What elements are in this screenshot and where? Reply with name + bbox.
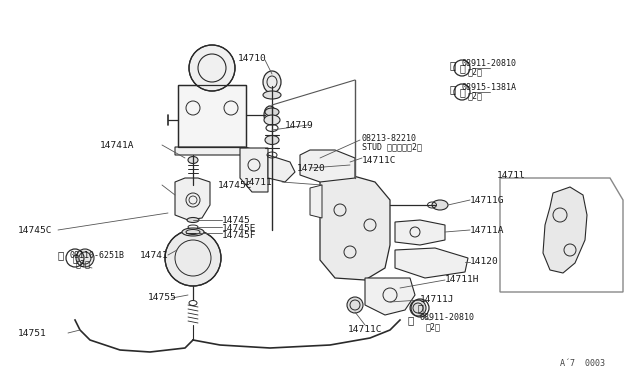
Circle shape <box>76 249 94 267</box>
Text: 14120: 14120 <box>470 257 499 266</box>
Text: Ⓦ: Ⓦ <box>459 87 465 97</box>
Text: 1471l: 1471l <box>497 170 525 180</box>
Text: 14711H: 14711H <box>445 276 479 285</box>
Polygon shape <box>175 178 210 220</box>
Text: STUD スタッド（2）: STUD スタッド（2） <box>362 142 422 151</box>
Polygon shape <box>268 155 295 182</box>
Text: 14720: 14720 <box>297 164 326 173</box>
Text: 14711A: 14711A <box>470 225 504 234</box>
Ellipse shape <box>182 228 204 236</box>
Ellipse shape <box>265 108 279 116</box>
Text: 14745C: 14745C <box>218 180 253 189</box>
Text: Ⓑ: Ⓑ <box>58 250 64 260</box>
Text: （3）: （3） <box>76 260 91 269</box>
Circle shape <box>189 45 235 91</box>
Text: 14711C: 14711C <box>362 155 397 164</box>
Text: 14745E: 14745E <box>222 224 257 232</box>
Text: 14711C: 14711C <box>348 326 383 334</box>
Ellipse shape <box>263 91 281 99</box>
Polygon shape <box>240 148 268 192</box>
Text: Ⓝ: Ⓝ <box>449 60 455 70</box>
Text: （2）: （2） <box>426 323 441 331</box>
Text: Ⓝ: Ⓝ <box>407 315 413 325</box>
Text: 14711: 14711 <box>244 177 273 186</box>
Polygon shape <box>300 150 355 182</box>
Text: 14745C: 14745C <box>18 225 52 234</box>
Ellipse shape <box>432 200 448 210</box>
Polygon shape <box>395 248 468 278</box>
Ellipse shape <box>265 135 279 144</box>
Polygon shape <box>395 220 445 245</box>
Text: （2）: （2） <box>468 92 483 100</box>
Ellipse shape <box>264 115 280 125</box>
Bar <box>178 85 246 147</box>
Text: 14710: 14710 <box>238 54 267 62</box>
Text: 08110-6251B: 08110-6251B <box>70 250 125 260</box>
Text: 08911-20810: 08911-20810 <box>420 314 475 323</box>
Ellipse shape <box>188 157 198 164</box>
Text: 14755: 14755 <box>148 294 177 302</box>
Text: 08915-1381A: 08915-1381A <box>461 83 516 92</box>
Polygon shape <box>320 175 390 280</box>
Polygon shape <box>543 187 587 273</box>
Text: 14741A: 14741A <box>100 141 134 150</box>
Text: A´7  0003: A´7 0003 <box>560 359 605 368</box>
Text: 14741: 14741 <box>140 250 169 260</box>
Ellipse shape <box>263 71 281 93</box>
Text: （2）: （2） <box>468 67 483 77</box>
Text: Ⓦ: Ⓦ <box>449 84 455 94</box>
Ellipse shape <box>187 218 199 222</box>
Circle shape <box>165 230 221 286</box>
Text: 14751: 14751 <box>18 328 47 337</box>
Circle shape <box>347 297 363 313</box>
Text: 14719: 14719 <box>285 121 314 129</box>
Text: Ⓝ: Ⓝ <box>459 63 465 73</box>
Text: 08911-20810: 08911-20810 <box>461 58 516 67</box>
Text: Ⓝ: Ⓝ <box>417 303 423 313</box>
Circle shape <box>410 300 426 316</box>
Polygon shape <box>175 147 255 155</box>
Polygon shape <box>310 185 322 218</box>
Text: 14745: 14745 <box>222 215 251 224</box>
Text: 14745F: 14745F <box>222 231 257 240</box>
Ellipse shape <box>264 106 276 124</box>
Text: 14711J: 14711J <box>420 295 454 305</box>
Polygon shape <box>365 278 415 315</box>
Text: 08213-82210: 08213-82210 <box>362 134 417 142</box>
Polygon shape <box>500 178 623 292</box>
Text: Ⓑ: Ⓑ <box>72 253 78 263</box>
Text: 14711G: 14711G <box>470 196 504 205</box>
Bar <box>178 85 246 147</box>
